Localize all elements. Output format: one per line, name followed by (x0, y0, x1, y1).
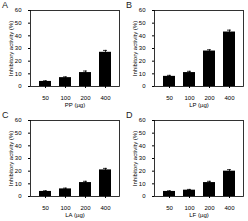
svg-text:Inhibitory activity (%): Inhibitory activity (%) (132, 131, 138, 186)
svg-text:0: 0 (18, 83, 22, 89)
svg-text:50: 50 (166, 95, 173, 101)
svg-text:60: 60 (139, 7, 146, 13)
svg-text:10: 10 (15, 71, 22, 77)
svg-text:60: 60 (139, 117, 146, 123)
svg-text:10: 10 (139, 181, 146, 187)
svg-text:50: 50 (139, 20, 146, 26)
svg-text:Inhibitory activity (%): Inhibitory activity (%) (8, 21, 14, 76)
svg-text:Inhibitory activity (%): Inhibitory activity (%) (132, 21, 138, 76)
svg-text:0: 0 (142, 83, 146, 89)
svg-text:100: 100 (60, 95, 71, 101)
svg-text:60: 60 (15, 117, 22, 123)
svg-text:40: 40 (15, 143, 22, 149)
svg-text:200: 200 (80, 95, 91, 101)
svg-text:400: 400 (100, 205, 111, 211)
svg-text:10: 10 (139, 71, 146, 77)
svg-text:Inhibitory activity (%): Inhibitory activity (%) (8, 131, 14, 186)
svg-text:20: 20 (139, 168, 146, 174)
svg-text:30: 30 (15, 45, 22, 51)
svg-text:100: 100 (184, 95, 195, 101)
svg-text:LA (µg): LA (µg) (65, 212, 84, 218)
html-text:D: D (126, 110, 133, 120)
svg-text:LP (µg): LP (µg) (189, 102, 209, 108)
svg-text:50: 50 (42, 205, 49, 211)
svg-text:30: 30 (139, 45, 146, 51)
svg-text:50: 50 (166, 205, 173, 211)
svg-text:10: 10 (15, 181, 22, 187)
svg-text:200: 200 (204, 95, 215, 101)
svg-text:0: 0 (18, 193, 22, 199)
svg-text:400: 400 (100, 95, 111, 101)
svg-text:40: 40 (139, 143, 146, 149)
svg-text:100: 100 (60, 205, 71, 211)
svg-text:200: 200 (204, 205, 215, 211)
svg-text:50: 50 (42, 95, 49, 101)
svg-text:50: 50 (15, 20, 22, 26)
svg-text:LF (µg): LF (µg) (189, 212, 208, 218)
svg-text:30: 30 (15, 155, 22, 161)
svg-text:20: 20 (15, 58, 22, 64)
svg-text:20: 20 (139, 58, 146, 64)
html-text:B: B (126, 0, 132, 10)
svg-text:0: 0 (142, 193, 146, 199)
svg-text:50: 50 (139, 130, 146, 136)
svg-text:100: 100 (184, 205, 195, 211)
svg-text:400: 400 (224, 95, 235, 101)
svg-text:30: 30 (139, 155, 146, 161)
svg-text:50: 50 (15, 130, 22, 136)
svg-text:40: 40 (15, 33, 22, 39)
svg-text:60: 60 (15, 7, 22, 13)
svg-text:40: 40 (139, 33, 146, 39)
svg-text:PP (µg): PP (µg) (65, 102, 85, 108)
html-text:C: C (2, 110, 9, 120)
svg-text:400: 400 (224, 205, 235, 211)
svg-text:200: 200 (80, 205, 91, 211)
svg-text:20: 20 (15, 168, 22, 174)
html-text:A: A (2, 0, 8, 10)
